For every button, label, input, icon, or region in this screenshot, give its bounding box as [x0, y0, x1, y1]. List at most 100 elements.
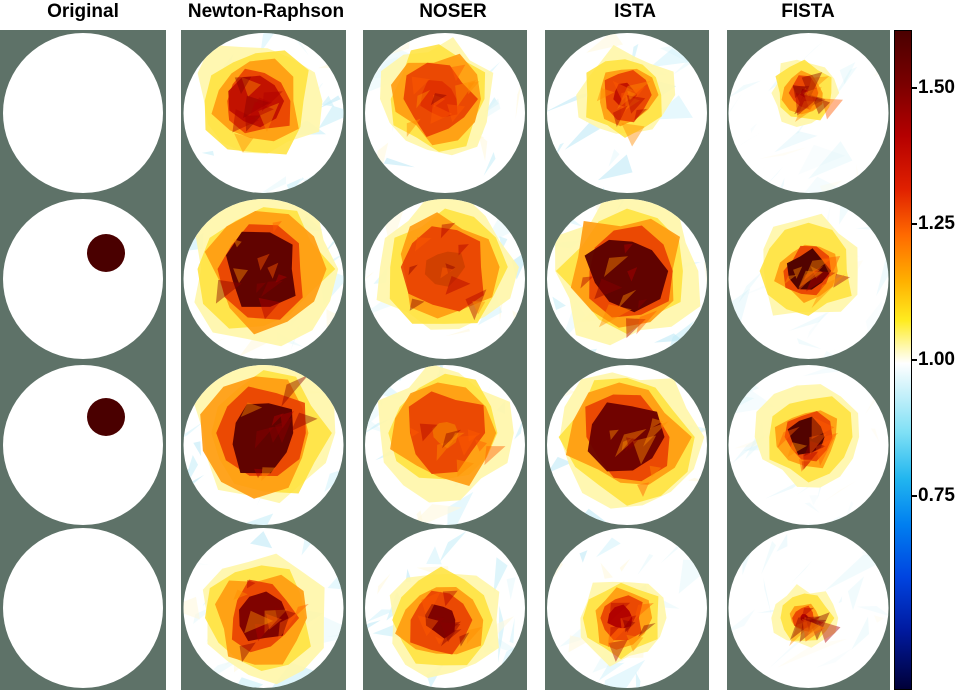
- background-facet: [586, 33, 623, 53]
- blob-facet: [626, 318, 646, 339]
- blob-facet: [821, 256, 841, 277]
- blob-facet: [613, 105, 628, 127]
- blob-facet: [254, 624, 272, 642]
- blob-core: [800, 88, 808, 98]
- background-facet: [845, 250, 860, 257]
- background-facet: [483, 152, 496, 176]
- blob-facet: [261, 467, 276, 481]
- background-facet: [819, 180, 843, 193]
- background-facet: [498, 605, 505, 663]
- background-facet: [847, 576, 864, 611]
- panel-original-row-4: [0, 528, 166, 690]
- blob-facet: [607, 627, 627, 648]
- background-facet: [796, 338, 822, 349]
- background-facet: [579, 550, 588, 563]
- blob-facet: [468, 81, 480, 95]
- blob-core: [239, 591, 289, 642]
- blob-facet: [419, 423, 438, 442]
- background-facet: [703, 261, 707, 291]
- colorbar-tick-label: 1.00: [918, 349, 955, 370]
- blob-facet: [809, 433, 827, 455]
- panel-image: [0, 528, 166, 690]
- background-facet: [635, 671, 641, 688]
- blob-facet: [627, 90, 637, 100]
- background-facet: [650, 48, 693, 68]
- blob-facet: [415, 237, 432, 252]
- blob-facet: [245, 115, 262, 132]
- blob-core: [226, 231, 296, 307]
- blob-facet: [266, 613, 282, 630]
- blob-facet: [430, 93, 447, 106]
- blob-facet: [633, 603, 654, 621]
- blob-facet: [281, 374, 309, 407]
- panel-image: [545, 196, 709, 362]
- panel-image: [0, 30, 166, 196]
- blob-facet: [409, 298, 425, 311]
- blob-facet: [442, 590, 458, 607]
- blob-facet: [801, 72, 823, 99]
- blob-facet: [626, 95, 646, 114]
- reconstruction-layer: [183, 199, 344, 359]
- background-facet: [873, 615, 884, 623]
- blob-facet: [811, 95, 830, 115]
- blob-facet: [247, 580, 256, 589]
- background-facet: [856, 164, 859, 180]
- colorbar: [894, 30, 912, 690]
- blob-facet: [804, 441, 826, 457]
- panel-ista-row-2: [545, 196, 709, 362]
- blob-core: [232, 403, 294, 474]
- blob-core: [786, 248, 832, 290]
- blob-facet: [410, 427, 420, 437]
- reconstruction-layer: [87, 398, 125, 436]
- blob-facet: [624, 243, 633, 254]
- panel-image: [0, 362, 166, 528]
- panel-newton-raphson-row-1: [181, 30, 346, 196]
- blob-facet: [620, 615, 633, 631]
- panel-image: [363, 362, 527, 528]
- column-title-fista: FISTA: [781, 1, 835, 22]
- blob-facet: [804, 258, 832, 281]
- colorbar-tick: [911, 359, 917, 361]
- blob-facet: [793, 266, 803, 279]
- panel-image: [181, 30, 346, 196]
- inclusion-disk: [87, 398, 125, 436]
- panel-noser-row-3: [363, 362, 527, 528]
- blob-core: [425, 604, 456, 639]
- blob-facet: [617, 80, 651, 110]
- background-facet: [478, 134, 488, 162]
- blob-facet: [627, 267, 638, 282]
- panel-image: [181, 528, 346, 690]
- blob-facet: [241, 77, 261, 97]
- blob-facet: [272, 221, 282, 233]
- panel-ista-row-4: [545, 528, 709, 690]
- blob-facet: [440, 267, 454, 279]
- background-facet: [734, 433, 773, 449]
- blob-facet: [621, 615, 637, 633]
- blob-core: [587, 402, 665, 472]
- blob-facet: [472, 301, 486, 315]
- blob-facet: [465, 289, 487, 321]
- blob-facet: [466, 626, 483, 645]
- colorbar-tick-label: 0.75: [918, 485, 955, 506]
- blob-facet: [474, 439, 487, 452]
- blob-core: [607, 604, 633, 629]
- background-facet: [383, 157, 415, 168]
- blob-facet: [650, 418, 663, 429]
- blob-facet: [432, 94, 446, 107]
- reconstruction-layer: [183, 528, 344, 688]
- blob-facet: [594, 278, 623, 300]
- blob-facet: [643, 421, 669, 447]
- panel-image: [545, 528, 709, 690]
- blob-facet: [436, 440, 454, 461]
- panel-ista-row-3: [545, 362, 709, 528]
- panel-original-row-3: [0, 362, 166, 528]
- colorbar-tick: [911, 223, 917, 225]
- blob-facet: [445, 276, 471, 295]
- domain-disk: [3, 199, 163, 359]
- background-facet: [183, 596, 200, 620]
- blob-facet: [459, 632, 470, 647]
- background-facet: [625, 648, 644, 659]
- blob-facet: [240, 402, 263, 417]
- panel-newton-raphson-row-4: [181, 528, 346, 690]
- blob-facet: [435, 617, 445, 627]
